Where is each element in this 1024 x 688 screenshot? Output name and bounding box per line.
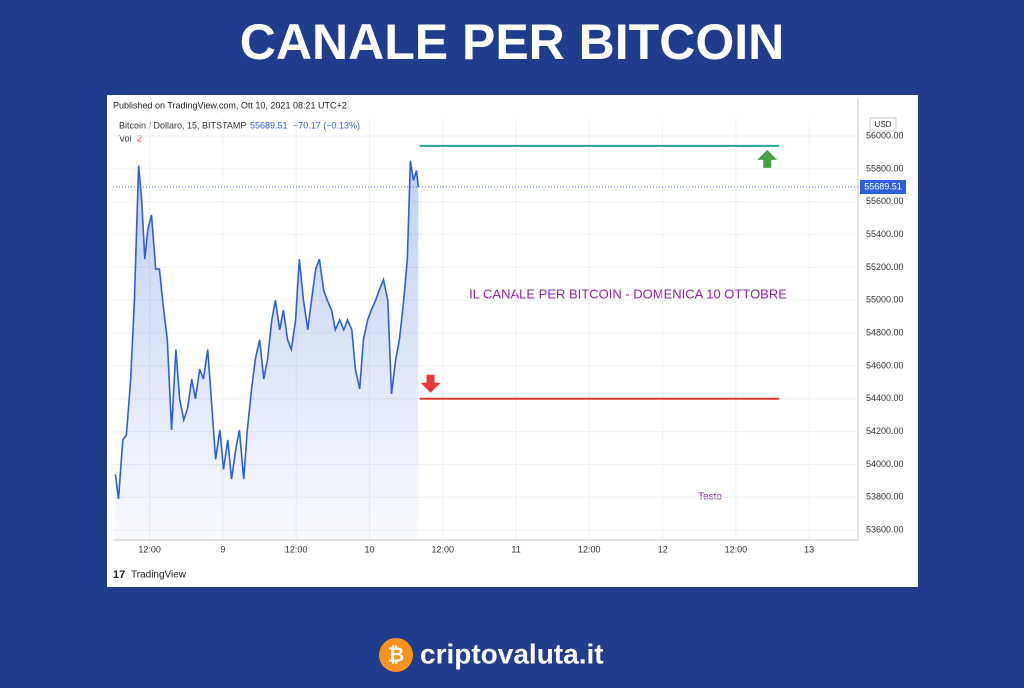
y-tick-label: 55600.00: [866, 196, 904, 206]
brand: TradingView: [131, 570, 187, 581]
y-tick-label: 53600.00: [866, 525, 904, 535]
y-tick-label: 55400.00: [866, 229, 904, 239]
area: [115, 160, 419, 540]
x-tick-label: 12:00: [431, 544, 454, 554]
up-arrow: [757, 149, 778, 168]
down-arrow: [420, 374, 441, 393]
logo-glyph: ₿: [388, 644, 404, 666]
x-tick-label: 11: [511, 544, 520, 554]
x-tick-label: 13: [804, 544, 814, 554]
y-tick-label: 55800.00: [866, 163, 904, 173]
banner-title: CANALE PER BITCOIN: [240, 14, 784, 70]
tv-mark: 17: [113, 569, 125, 581]
x-tick-label: 12:00: [578, 544, 601, 554]
price-line: [114, 160, 420, 500]
logo: [379, 638, 413, 672]
y-tick-label: 56000.00: [866, 130, 904, 140]
currency-box: [869, 117, 897, 132]
symbol: Bitcoin / Dollaro, 15, BITSTAMP: [119, 120, 246, 130]
y-tick-label: 54000.00: [866, 459, 904, 469]
price: 55689.51: [250, 120, 288, 130]
y-tick-label: 55200.00: [866, 262, 904, 272]
last-price-label: 55689.51: [864, 181, 902, 191]
x-tick-label: 12:00: [138, 544, 161, 554]
published: Published on TradingView.com, Ott 10, 20…: [113, 100, 347, 110]
change: −70.17 (−0.13%): [293, 120, 360, 130]
vol-label: Vol: [119, 133, 132, 143]
last-price-box: [860, 180, 906, 195]
currency: USD: [875, 120, 892, 129]
footer: criptovaluta.it: [420, 638, 604, 669]
y-tick-label: 54800.00: [866, 327, 904, 337]
annotation: IL CANALE PER BITCOIN - DOMENICA 10 OTTO…: [469, 286, 787, 301]
y-tick-label: 54200.00: [866, 426, 904, 436]
y-tick-label: 54400.00: [866, 393, 904, 403]
vol-length: 2: [137, 133, 142, 143]
x-tick-label: 12:00: [725, 544, 748, 554]
y-tick-label: 54600.00: [866, 360, 904, 370]
x-tick-label: 12: [658, 544, 668, 554]
y-tick-label: 55000.00: [866, 295, 904, 305]
x-tick-label: 9: [220, 544, 225, 554]
y-tick-label: 53800.00: [866, 492, 904, 502]
x-tick-label: 10: [364, 544, 374, 554]
x-tick-label: 12:00: [285, 544, 308, 554]
